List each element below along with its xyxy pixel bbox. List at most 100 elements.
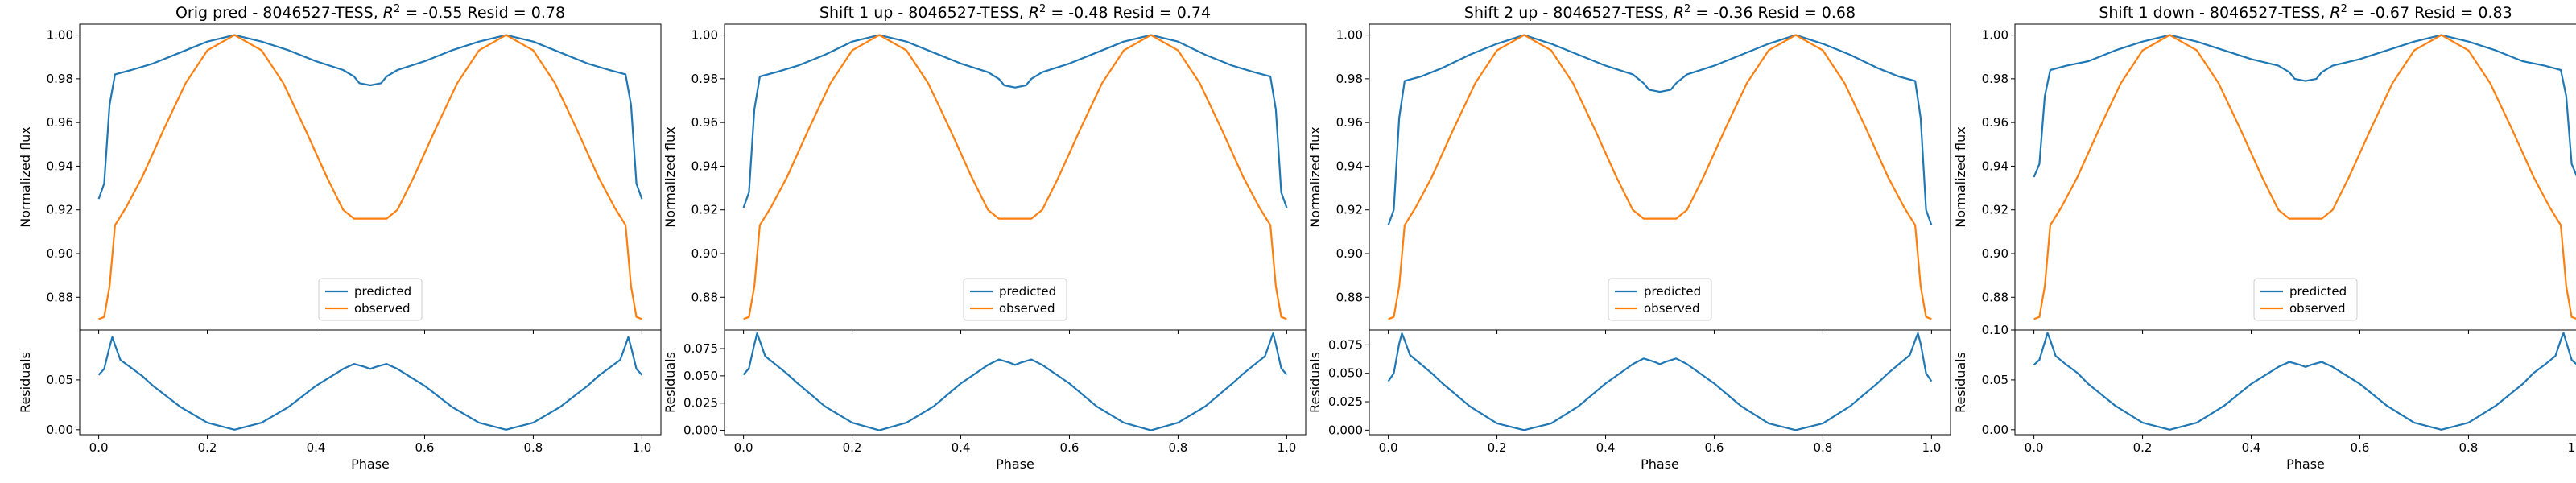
legend-label-observed: observed <box>1644 301 1700 316</box>
flux-ytick-label: 0.92 <box>1336 203 1363 217</box>
residuals-ytick-label: 0.050 <box>683 369 718 383</box>
xtick-label: 0.8 <box>1814 440 1833 455</box>
flux-ytick-label: 0.98 <box>47 72 73 86</box>
xtick-label: 1.0 <box>1277 440 1296 455</box>
residuals-ylabel: Residuals <box>1953 352 1968 413</box>
residuals-axes-frame <box>2014 329 2576 436</box>
flux-ytick-label: 1.00 <box>1336 28 1363 43</box>
flux-ytick-label: 0.88 <box>1336 290 1363 304</box>
flux-ytick-label: 1.00 <box>47 28 73 43</box>
series-line-observed <box>98 34 642 320</box>
residuals-ytick-label: 0.000 <box>1328 423 1363 437</box>
flux-ytick-label: 0.98 <box>691 72 718 86</box>
legend-label-observed: observed <box>354 301 411 316</box>
xtick-label: 0.2 <box>843 440 862 455</box>
residuals-ytick-label: 0.00 <box>47 423 73 437</box>
flux-ytick-label: 0.90 <box>1336 246 1363 261</box>
chart-title: Shift 2 up - 8046527-TESS, R2 = -0.36 Re… <box>1464 3 1856 22</box>
legend: predicted observed <box>1608 278 1712 321</box>
flux-ytick-label: 0.90 <box>691 246 718 261</box>
xtick-label: 0.2 <box>1488 440 1507 455</box>
xtick-label: 0.4 <box>952 440 971 455</box>
residuals-ytick-label: 0.075 <box>1328 337 1363 352</box>
residuals-axes-frame <box>79 329 662 436</box>
xtick-label: 0.8 <box>2459 440 2479 455</box>
residuals-line <box>1387 332 1933 431</box>
flux-ytick-label: 0.94 <box>691 159 718 173</box>
flux-ytick-label: 0.92 <box>1982 203 2008 217</box>
xtick-label: 0.0 <box>2025 440 2044 455</box>
flux-ylabel: Normalized flux <box>1953 126 1968 228</box>
flux-ytick-label: 0.92 <box>691 203 718 217</box>
xtick-label: 0.6 <box>2351 440 2370 455</box>
flux-ytick-label: 0.90 <box>1982 246 2008 261</box>
flux-ytick-label: 1.00 <box>1982 28 2008 43</box>
flux-ytick-label: 0.94 <box>1982 159 2008 173</box>
series-line-observed <box>743 34 1287 320</box>
flux-ytick-label: 0.90 <box>47 246 73 261</box>
flux-ylabel: Normalized flux <box>663 126 678 228</box>
x-axis-label: Phase <box>996 456 1034 472</box>
legend: predicted observed <box>2253 278 2358 321</box>
flux-ytick-label: 0.96 <box>1336 115 1363 130</box>
legend-label-predicted: predicted <box>354 284 411 299</box>
residuals-axes-frame <box>1368 329 1951 436</box>
xtick-label: 0.6 <box>1705 440 1724 455</box>
xtick-label: 0.2 <box>2133 440 2153 455</box>
series-line-predicted <box>2033 34 2576 178</box>
xtick-label: 0.2 <box>198 440 217 455</box>
x-axis-label: Phase <box>2286 456 2325 472</box>
flux-ytick-label: 0.96 <box>47 115 73 130</box>
flux-ytick-label: 0.88 <box>1982 290 2008 304</box>
series-line-predicted <box>742 34 1288 208</box>
chart-title: Shift 1 down - 8046527-TESS, R2 = -0.67 … <box>2099 3 2512 22</box>
flux-ylabel: Normalized flux <box>1307 126 1323 228</box>
series-line-predicted <box>97 34 643 200</box>
xtick-label: 0.0 <box>734 440 753 455</box>
flux-ylabel: Normalized flux <box>18 126 33 228</box>
flux-ytick-label: 0.88 <box>691 290 718 304</box>
series-line-observed <box>2033 34 2576 320</box>
legend: predicted observed <box>318 278 423 321</box>
x-axis-label: Phase <box>1641 456 1679 472</box>
xtick-label: 0.4 <box>1596 440 1616 455</box>
chart-title: Orig pred - 8046527-TESS, R2 = -0.55 Res… <box>175 3 565 22</box>
residuals-ytick-label: 0.05 <box>47 373 73 387</box>
legend-box <box>318 278 423 321</box>
xtick-label: 0.8 <box>1169 440 1188 455</box>
residuals-ylabel: Residuals <box>18 352 33 413</box>
legend-box <box>2253 278 2358 321</box>
xtick-label: 1.0 <box>2567 440 2576 455</box>
legend-label-predicted: predicted <box>1644 284 1701 299</box>
xtick-label: 0.0 <box>89 440 109 455</box>
flux-ytick-label: 0.98 <box>1336 72 1363 86</box>
xtick-label: 0.4 <box>307 440 326 455</box>
residuals-ytick-label: 0.025 <box>1328 394 1363 409</box>
residuals-line <box>97 336 643 431</box>
x-axis-label: Phase <box>351 456 390 472</box>
series-line-observed <box>1388 34 1932 320</box>
residuals-ytick-label: 0.000 <box>683 423 718 438</box>
residuals-line <box>742 332 1288 431</box>
flux-ytick-label: 0.94 <box>1336 159 1363 173</box>
flux-ytick-label: 0.92 <box>47 203 73 217</box>
series-line-predicted <box>1387 34 1933 226</box>
legend-label-observed: observed <box>2289 301 2346 316</box>
subplot-3: Shift 2 up - 8046527-TESS, R2 = -0.36 Re… <box>1307 3 1951 472</box>
residuals-line <box>2033 332 2576 431</box>
legend: predicted observed <box>963 278 1067 321</box>
xtick-label: 0.8 <box>524 440 543 455</box>
flux-ytick-label: 0.98 <box>1982 72 2008 86</box>
legend-label-predicted: predicted <box>2289 284 2347 299</box>
subplot-4: Shift 1 down - 8046527-TESS, R2 = -0.67 … <box>1953 3 2576 472</box>
chart-title: Shift 1 up - 8046527-TESS, R2 = -0.48 Re… <box>819 3 1211 22</box>
legend-label-observed: observed <box>999 301 1055 316</box>
flux-ytick-label: 0.96 <box>691 115 718 130</box>
xtick-label: 1.0 <box>1922 440 1941 455</box>
subplot-2: Shift 1 up - 8046527-TESS, R2 = -0.48 Re… <box>663 3 1307 472</box>
residuals-ytick-label: 0.05 <box>1982 373 2008 387</box>
residuals-ylabel: Residuals <box>663 352 678 413</box>
residuals-ytick-label: 0.00 <box>1982 423 2008 437</box>
residuals-axes-frame <box>724 329 1307 436</box>
